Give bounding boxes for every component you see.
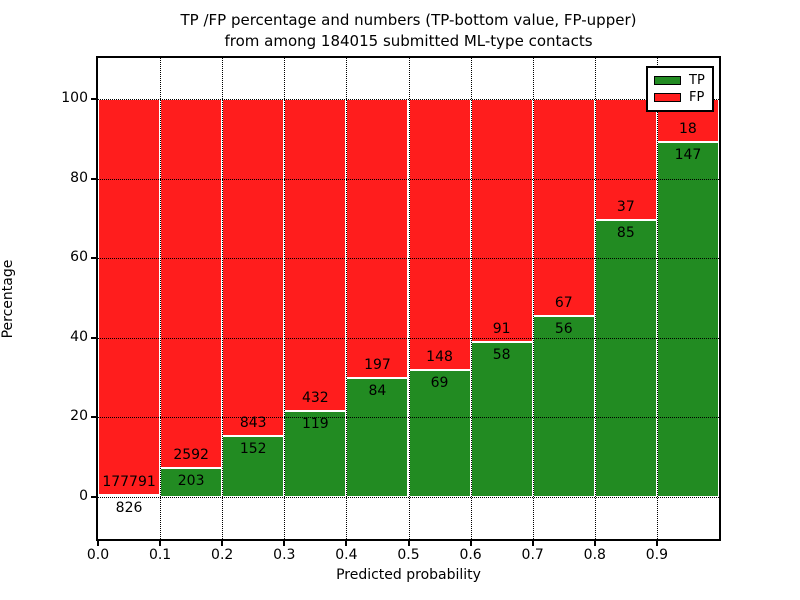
fp-count-label: 843 (239, 415, 267, 432)
tp-count-label: 152 (239, 441, 267, 458)
fp-bar-segment (470, 99, 533, 343)
x-tick-mark (593, 541, 596, 546)
x-tick-label: 0.7 (521, 547, 544, 563)
x-axis-label: Predicted probability (336, 567, 481, 583)
legend-item-fp: FP (654, 89, 706, 106)
fp-count-label: 2592 (173, 447, 209, 464)
x-tick-label: 0.3 (273, 547, 296, 563)
y-tick-mark (91, 257, 96, 260)
tp-count-label: 85 (616, 224, 635, 241)
y-axis-label: Percentage (0, 259, 16, 339)
vertical-gridline (222, 58, 224, 539)
horizontal-gridline (98, 497, 719, 498)
x-tick-mark (283, 541, 286, 546)
fp-count-label: 197 (364, 357, 391, 374)
fp-count-label: 18 (679, 121, 697, 138)
fp-bar-segment (408, 99, 471, 371)
fp-count-label: 432 (301, 390, 329, 407)
tp-count-label: 119 (301, 416, 329, 433)
vertical-gridline (470, 58, 472, 539)
horizontal-gridline (98, 337, 719, 339)
horizontal-gridline (98, 417, 719, 419)
legend-label-tp: TP (689, 73, 705, 88)
y-tick-label: 60 (70, 249, 88, 266)
tp-count-label: 84 (368, 383, 387, 400)
y-tick-label: 80 (70, 169, 88, 186)
chart-title: TP /FP percentage and numbers (TP-bottom… (98, 10, 719, 52)
y-tick-mark (91, 336, 96, 339)
y-tick-label: 40 (70, 328, 88, 345)
fp-bar-segment (160, 99, 223, 469)
vertical-gridline (346, 58, 348, 539)
fp-count-label: 148 (426, 349, 453, 366)
x-tick-mark (407, 541, 410, 546)
tp-count-label: 147 (674, 147, 702, 164)
vertical-gridline (656, 58, 658, 539)
y-tick-mark (91, 416, 96, 419)
vertical-gridline (408, 58, 410, 539)
legend-item-tp: TP (654, 72, 706, 89)
x-tick-label: 0.2 (211, 547, 234, 563)
fp-color-swatch (654, 93, 681, 102)
y-tick-mark (91, 496, 96, 498)
fp-bar-segment (98, 99, 161, 496)
x-tick-mark (221, 541, 224, 546)
tp-bar-segment (532, 315, 595, 497)
fp-count-label: 67 (554, 294, 573, 311)
tp-bar-segment (470, 342, 533, 497)
y-tick-label: 100 (61, 90, 88, 106)
x-tick-mark (655, 541, 658, 546)
x-tick-label: 0.8 (583, 547, 606, 563)
fp-bar-segment (284, 99, 347, 412)
y-tick-label: 0 (79, 488, 88, 504)
x-tick-mark (469, 541, 472, 546)
fp-count-label: 37 (616, 198, 635, 215)
x-tick-label: 0.5 (397, 547, 420, 563)
horizontal-gridline (98, 99, 719, 100)
fp-count-label: 177791 (102, 474, 156, 491)
fp-count-label: 91 (492, 321, 511, 338)
x-tick-label: 0.6 (459, 547, 482, 563)
vertical-gridline (160, 58, 162, 539)
tp-bar-segment (594, 219, 657, 497)
x-tick-label: 0.0 (86, 547, 110, 563)
plot-frame (96, 56, 721, 541)
y-tick-mark (91, 98, 96, 100)
chart-title-line1: TP /FP percentage and numbers (TP-bottom… (180, 11, 637, 29)
y-tick-label: 20 (70, 408, 88, 425)
tp-bar-segment (656, 142, 719, 497)
fp-bar-segment (222, 99, 285, 437)
tp-count-label: 826 (115, 500, 143, 517)
tp-bar-segment (346, 378, 409, 497)
chart-title-line2: from among 184015 submitted ML-type cont… (224, 32, 593, 50)
horizontal-gridline (98, 178, 719, 180)
tp-count-label: 203 (177, 473, 205, 490)
tp-bar-segment (408, 370, 471, 497)
vertical-gridline (284, 58, 286, 539)
y-tick-mark (91, 177, 96, 180)
fp-bar-segment (532, 99, 595, 316)
vertical-gridline (532, 58, 534, 539)
vertical-gridline (594, 58, 596, 539)
x-tick-mark (345, 541, 348, 546)
x-tick-mark (159, 541, 162, 546)
x-tick-label: 0.4 (335, 547, 358, 563)
tp-count-label: 58 (492, 347, 511, 364)
tp-count-label: 69 (430, 375, 449, 392)
fp-bar-segment (346, 99, 409, 379)
x-tick-mark (531, 541, 534, 546)
x-tick-label: 0.9 (645, 547, 669, 563)
tp-color-swatch (654, 76, 681, 85)
x-tick-mark (97, 541, 99, 546)
tp-count-label: 56 (554, 320, 573, 337)
tp-bar-segment (160, 468, 223, 497)
legend-label-fp: FP (689, 90, 705, 105)
fp-bar-segment (594, 99, 657, 220)
legend: TP FP (646, 66, 714, 112)
tp-bar-segment (98, 495, 161, 498)
horizontal-gridline (98, 258, 719, 260)
x-tick-label: 0.1 (148, 547, 172, 563)
